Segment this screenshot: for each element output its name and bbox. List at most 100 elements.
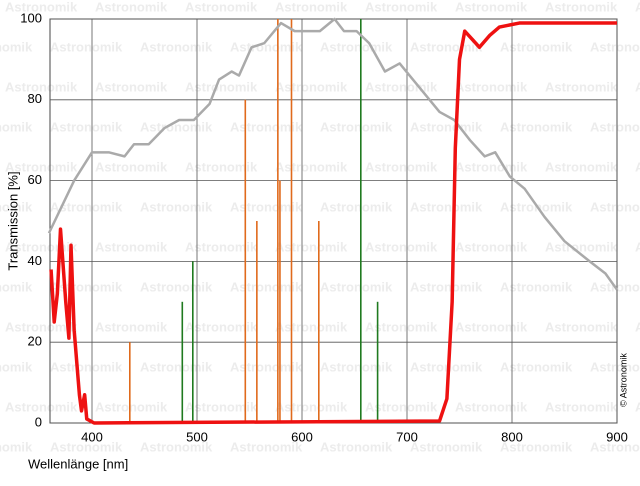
watermark: Astronomik	[590, 39, 640, 54]
watermark: Astronomik	[455, 319, 528, 334]
watermark: Astronomik	[50, 279, 123, 294]
watermark: Astronomik	[230, 39, 303, 54]
watermark: Astronomik	[590, 439, 640, 454]
watermark: Astronomik	[365, 159, 438, 174]
watermark: Astronomik	[590, 119, 640, 134]
watermark: Astronomik	[275, 0, 348, 14]
data-line	[47, 17, 619, 291]
watermark: Astronomik	[410, 199, 483, 214]
watermark: Astronomik	[365, 239, 438, 254]
watermark: Astronomik	[140, 439, 213, 454]
watermark: Astronomik	[140, 359, 213, 374]
watermark: Astronomik	[635, 159, 640, 174]
watermark: Astronomik	[95, 0, 168, 14]
watermark: Astronomik	[0, 279, 33, 294]
y-tick-label: 80	[28, 91, 42, 106]
x-tick-label: 800	[501, 429, 523, 444]
watermark: Astronomik	[545, 239, 618, 254]
watermark: Astronomik	[320, 439, 393, 454]
y-tick-label: 20	[28, 334, 42, 349]
watermark: Astronomik	[500, 439, 573, 454]
watermark: Astronomik	[0, 119, 33, 134]
watermark: Astronomik	[230, 279, 303, 294]
y-tick-label: 40	[28, 253, 42, 268]
y-tick-label: 100	[20, 10, 42, 25]
data-line	[49, 21, 617, 425]
watermark: Astronomik	[185, 0, 258, 14]
watermark: Astronomik	[410, 439, 483, 454]
watermark: Astronomik	[500, 359, 573, 374]
watermark: Astronomik	[5, 159, 78, 174]
watermark: Astronomik	[275, 319, 348, 334]
watermark: Astronomik	[500, 39, 573, 54]
copyright: © Astronomik	[618, 353, 628, 407]
watermark: Astronomik	[275, 159, 348, 174]
watermark: Astronomik	[0, 439, 33, 454]
watermark: Astronomik	[500, 119, 573, 134]
watermark: Astronomik	[95, 79, 168, 94]
watermark: Astronomik	[455, 79, 528, 94]
watermark-layer: Astronomik Astronomik Astronomik Astronomik…	[0, 0, 640, 454]
watermark: Astronomik	[50, 39, 123, 54]
watermark: Astronomik	[140, 39, 213, 54]
watermark: Astronomik	[455, 399, 528, 414]
x-tick-label: 700	[396, 429, 418, 444]
watermark: Astronomik	[95, 239, 168, 254]
watermark: Astronomik	[635, 319, 640, 334]
watermark: Astronomik	[230, 119, 303, 134]
watermark: Astronomik	[275, 79, 348, 94]
watermark: Astronomik	[0, 39, 33, 54]
watermark: Astronomik	[95, 159, 168, 174]
watermark: Astronomik	[365, 399, 438, 414]
watermark: Astronomik	[185, 399, 258, 414]
watermark: Astronomik	[410, 279, 483, 294]
watermark: Astronomik	[0, 359, 33, 374]
watermark: Astronomik	[185, 79, 258, 94]
x-tick-label: 900	[606, 429, 628, 444]
watermark: Astronomik	[50, 439, 123, 454]
watermark: Astronomik	[545, 79, 618, 94]
watermark: Astronomik	[95, 399, 168, 414]
y-tick-label: 0	[35, 414, 42, 429]
watermark: Astronomik	[0, 199, 33, 214]
watermark: Astronomik	[455, 159, 528, 174]
watermark: Astronomik	[320, 119, 393, 134]
x-tick-label: 500	[186, 429, 208, 444]
watermark: Astronomik	[185, 319, 258, 334]
x-tick-label: 400	[81, 429, 103, 444]
watermark: Astronomik	[275, 239, 348, 254]
watermark: Astronomik	[230, 439, 303, 454]
watermark: Astronomik	[545, 0, 618, 14]
watermark: Astronomik	[590, 359, 640, 374]
watermark: Astronomik	[455, 0, 528, 14]
x-axis-label: Wellenlänge [nm]	[28, 456, 128, 471]
watermark: Astronomik	[590, 199, 640, 214]
x-tick-label: 600	[291, 429, 313, 444]
watermark: Astronomik	[500, 279, 573, 294]
watermark: Astronomik	[50, 359, 123, 374]
watermark: Astronomik	[320, 279, 393, 294]
watermark: Astronomik	[635, 0, 640, 14]
watermark: Astronomik	[635, 239, 640, 254]
watermark: Astronomik	[455, 239, 528, 254]
watermark: Astronomik	[410, 39, 483, 54]
watermark: Astronomik	[140, 199, 213, 214]
watermark: Astronomik	[365, 319, 438, 334]
watermark: Astronomik	[320, 39, 393, 54]
watermark: Astronomik	[365, 0, 438, 14]
watermark: Astronomik	[5, 319, 78, 334]
watermark: Astronomik	[185, 239, 258, 254]
y-tick-label: 60	[28, 172, 42, 187]
watermark: Astronomik	[95, 319, 168, 334]
watermark: Astronomik	[5, 0, 78, 14]
watermark: Astronomik	[140, 279, 213, 294]
watermark: Astronomik	[140, 119, 213, 134]
watermark: Astronomik	[545, 399, 618, 414]
watermark: Astronomik	[5, 399, 78, 414]
watermark: Astronomik	[185, 159, 258, 174]
watermark: Astronomik	[545, 159, 618, 174]
watermark: Astronomik	[635, 79, 640, 94]
watermark: Astronomik	[230, 199, 303, 214]
watermark: Astronomik	[50, 119, 123, 134]
watermark: Astronomik	[320, 199, 393, 214]
